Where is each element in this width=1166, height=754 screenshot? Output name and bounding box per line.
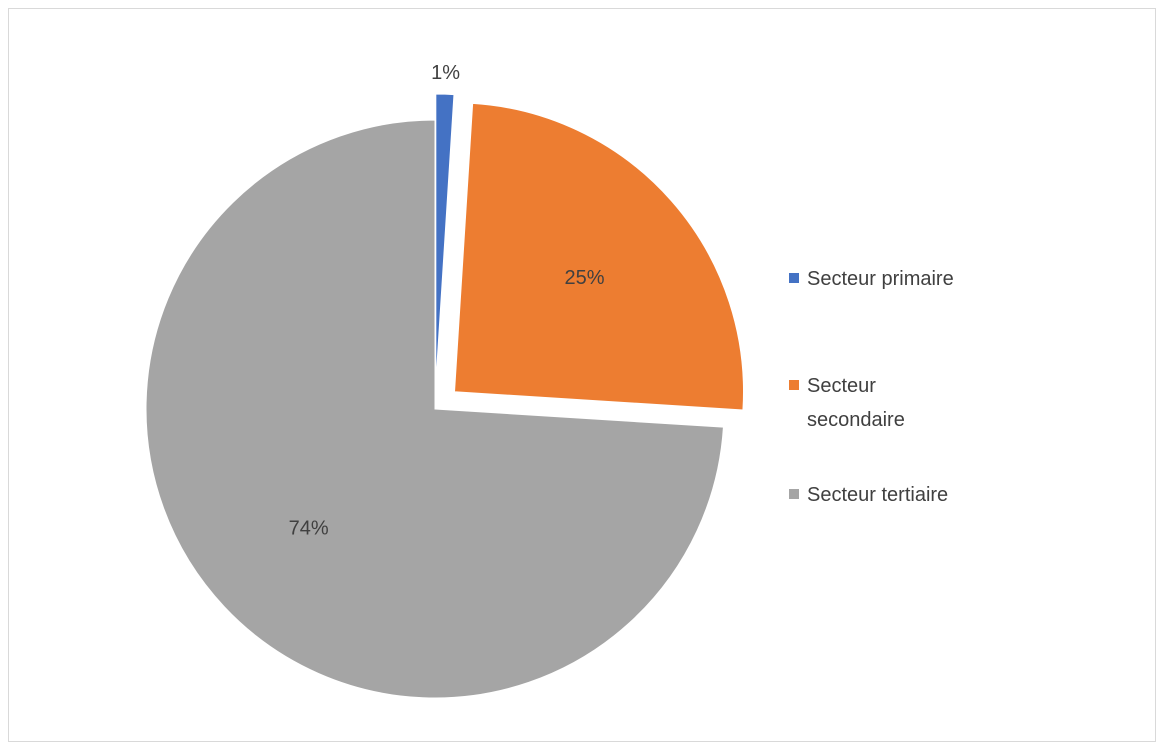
slice-labels: 1% 25% 74% xyxy=(289,62,605,540)
slice-label-secteur-secondaire: 25% xyxy=(565,267,605,289)
slice-label-secteur-tertiaire: 74% xyxy=(289,518,329,540)
legend: Secteur primaire Secteur secondaire Secteur… xyxy=(789,268,954,506)
pie-slice-secteur-tertiaire xyxy=(145,119,724,699)
pie-slice-secteur-secondaire xyxy=(453,102,744,411)
pie-slices xyxy=(145,93,744,699)
legend-marker-secteur-primaire xyxy=(789,273,799,283)
legend-label-secteur-secondaire-line-1: Secteur xyxy=(807,375,876,397)
slice-label-secteur-primaire: 1% xyxy=(431,62,460,84)
legend-label-secteur-tertiaire: Secteur tertiaire xyxy=(807,484,948,506)
legend-marker-secteur-secondaire xyxy=(789,380,799,390)
legend-label-secteur-primaire: Secteur primaire xyxy=(807,268,954,290)
pie-slice-secteur-primaire xyxy=(435,93,455,384)
legend-label-secteur-secondaire-line-2: secondaire xyxy=(807,409,905,431)
legend-marker-secteur-tertiaire xyxy=(789,489,799,499)
